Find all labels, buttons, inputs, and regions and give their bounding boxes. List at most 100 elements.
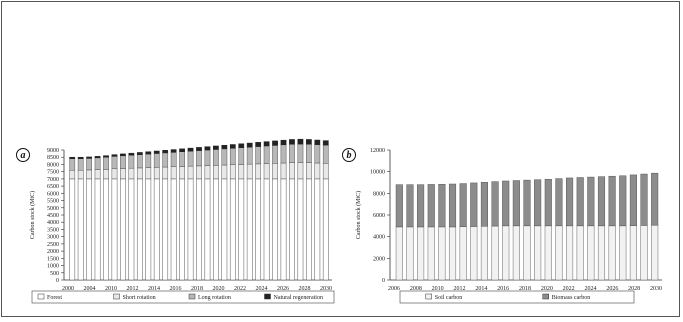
- panel-1-bar-2023-1: [576, 177, 584, 227]
- panel-0-bar-2027-0: [297, 178, 304, 281]
- panel-0-bar-2001-1: [77, 169, 84, 180]
- panel-0-ytick-label-10: 5000: [47, 206, 59, 212]
- panel-0-xtick-label-1: 2004: [84, 286, 96, 292]
- panel-0-xtick-label-5: 2016: [170, 286, 182, 292]
- panel-0-bar-2025-1: [280, 162, 287, 180]
- panel-0-legend-label-2: Long rotation: [198, 295, 231, 301]
- panel-1-bar-2015-1: [491, 181, 499, 227]
- panel-1-bar-2018-0: [523, 225, 531, 281]
- panel-1-ytick-label-1: 2000: [373, 256, 385, 262]
- panel-0-bar-2017-2: [213, 149, 219, 166]
- panel-0-bar-2023-3: [263, 141, 270, 147]
- panel-0-bar-2029-0: [314, 178, 321, 281]
- panel-0-bar-2016-2: [204, 149, 211, 166]
- panel-0-bar-2026-0: [289, 178, 295, 281]
- panel-0-bar-2005-0: [111, 178, 118, 281]
- panel-1-bar-2019-1: [534, 179, 542, 227]
- panel-0-bar-2016-1: [204, 165, 211, 180]
- panel-1-bar-2022-1: [566, 177, 574, 227]
- panel-1-bar-2008-1: [417, 184, 425, 228]
- panel-0-bar-2022-0: [255, 178, 262, 281]
- panel-1-bar-2023-0: [576, 225, 584, 281]
- panel-0-bar-2018-3: [221, 144, 228, 150]
- panel-1-bar-2006-1: [395, 184, 403, 228]
- panel-1-bar-2011-1: [448, 183, 457, 228]
- panel-0-bar-2004-3: [103, 155, 109, 158]
- panel-0-bar-2024-0: [272, 178, 278, 281]
- panel-0-ytick-label-7: 3500: [47, 227, 59, 233]
- panel-1-xtick-label-1: 2008: [410, 286, 422, 292]
- panel-0-bar-2018-1: [221, 164, 228, 180]
- panel-0-bar-2013-0: [179, 178, 185, 281]
- panel-0-bar-2009-2: [145, 153, 152, 168]
- panel-1-xtick-label-7: 2020: [541, 286, 553, 292]
- panel-1-bar-2017-1: [512, 180, 520, 227]
- panel-0-bar-2018-2: [221, 148, 228, 166]
- panel-1-label: b: [347, 150, 352, 161]
- panel-0-bar-2015-3: [196, 147, 202, 151]
- panel-0-ytick-label-11: 5500: [47, 199, 59, 205]
- panel-1-bar-2027-0: [619, 225, 627, 281]
- panel-0-bar-2004-2: [103, 156, 109, 170]
- panel-0-bar-2007-3: [128, 152, 135, 156]
- panel-0-bar-2030-0: [322, 178, 329, 281]
- panel-0-bar-2012-3: [170, 149, 177, 153]
- panel-0-bar-2001-2: [77, 158, 84, 171]
- panel-0-bar-2012-2: [170, 152, 177, 168]
- panel-0-ytick-label-4: 2000: [47, 249, 59, 255]
- panel-0-ytick-label-12: 6000: [47, 191, 59, 197]
- panel-0-ytick-label-18: 9000: [47, 148, 59, 154]
- panel-0-ytick-label-1: 500: [50, 271, 59, 277]
- panel-1-bar-2007-0: [406, 226, 414, 281]
- panel-0-xtick-label-11: 2028: [299, 286, 311, 292]
- panel-1-xtick-label-6: 2018: [519, 286, 531, 292]
- panel-1-bar-2020-0: [544, 225, 552, 281]
- panel-0-legend-swatch-0: [37, 293, 45, 300]
- panel-0-bar-2021-2: [246, 146, 253, 165]
- panel-1-bar-2011-0: [448, 226, 457, 281]
- panel-0-bar-2019-0: [229, 178, 236, 281]
- panel-1-bar-2030-1: [651, 172, 659, 226]
- panel-0-bar-2007-0: [128, 178, 135, 281]
- panel-1-bar-2017-0: [512, 225, 520, 281]
- panel-0-bar-2005-1: [111, 168, 118, 180]
- panel-0-bar-2023-2: [263, 145, 270, 164]
- panel-0-label-circle: [16, 148, 30, 162]
- panel-1-bar-2027-1: [619, 175, 627, 227]
- panel-1-bar-2020-1: [544, 179, 552, 227]
- panel-0-bar-2028-0: [306, 178, 312, 281]
- panel-1-bar-2012-0: [459, 226, 467, 281]
- panel-0-bar-2001-3: [77, 156, 84, 159]
- panel-0-bar-2024-1: [272, 163, 278, 180]
- panel-0-bar-2008-3: [136, 152, 143, 155]
- panel-1-bar-2029-0: [640, 225, 648, 281]
- panel-0-ytick-label-15: 7500: [47, 170, 59, 176]
- panel-0-bar-2028-3: [306, 139, 312, 145]
- panel-0-bar-2018-0: [221, 178, 228, 281]
- panel-1-xtick-label-3: 2012: [454, 286, 466, 292]
- panel-1-bar-2022-0: [566, 225, 574, 281]
- panel-1-bar-2014-1: [480, 182, 488, 227]
- panel-0-xtick-label-12: 2030: [320, 286, 332, 292]
- figure-frame: 0 500 1000 1500 2000 2500 3000 3500 4000 4500 5000…: [1, 1, 680, 317]
- panel-0-xtick-label-10: 2026: [277, 286, 289, 292]
- panel-0-bar-2004-0: [103, 178, 109, 281]
- panel-1-legend-swatch-1: [542, 293, 549, 300]
- panel-0-bar-2012-0: [170, 178, 177, 281]
- panel-0-ytick-label-14: 7000: [47, 177, 59, 183]
- panel-0-bar-2015-0: [196, 178, 202, 281]
- panel-1-xtick-label-9: 2024: [585, 286, 597, 292]
- panel-1-bar-2012-1: [459, 183, 467, 227]
- panel-0-bar-2004-1: [103, 169, 109, 180]
- panel-0-bar-2020-3: [238, 143, 245, 148]
- panel-0-xtick-label-2: 2010: [105, 286, 117, 292]
- panel-0-bar-2000-3: [69, 156, 76, 159]
- panel-0-bar-2026-3: [289, 139, 295, 145]
- panel-1-bar-2028-0: [629, 225, 637, 281]
- panel-1-bar-2025-1: [597, 176, 606, 227]
- panel-0-bar-2001-0: [77, 178, 84, 281]
- panel-0-bar-2019-3: [229, 144, 236, 149]
- panel-0-bar-2010-0: [153, 178, 160, 281]
- panel-0-bar-2017-0: [213, 178, 219, 281]
